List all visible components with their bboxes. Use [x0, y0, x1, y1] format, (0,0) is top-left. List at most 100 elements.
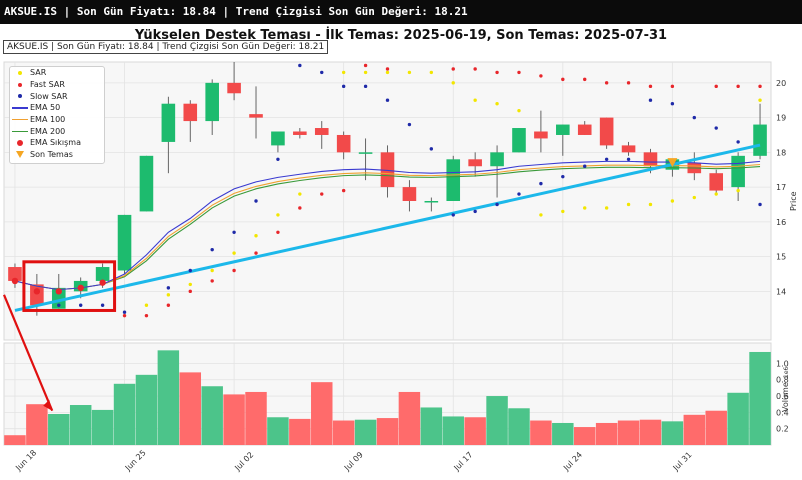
price-tick-label: 18 [776, 148, 786, 157]
sar-dot [539, 213, 543, 217]
volume-bar [639, 419, 662, 445]
volume-tick-label: 0.2 [776, 425, 789, 434]
volume-bar [135, 374, 158, 445]
price-tick-label: 14 [776, 287, 786, 296]
volume-tick-label: 1.0 [776, 359, 789, 368]
candle-body [446, 159, 461, 201]
sar-dot [276, 213, 280, 217]
legend-entry: EMA 100 [10, 114, 104, 126]
sar-dot [626, 202, 631, 207]
fast-sar-dot [495, 70, 499, 75]
slow-sar-dot [539, 181, 543, 186]
sar-dot [604, 206, 609, 210]
legend-symbol [10, 118, 30, 121]
volume-bar [26, 404, 48, 445]
fast-sar-dot [626, 81, 631, 85]
sar-dot [385, 70, 390, 75]
fast-sar-dot [583, 77, 587, 82]
fast-sar-dot [604, 81, 609, 85]
legend-symbol [10, 107, 30, 109]
top-status-text: AKSUE.IS | Son Gün Fiyatı: 18.84 | Trend… [4, 5, 468, 18]
slow-sar-dot [210, 247, 214, 252]
candle-body [534, 131, 548, 139]
candle-body [249, 114, 263, 118]
legend-entry: EMA 50 [10, 102, 104, 114]
candle-body [139, 155, 154, 212]
candle-body [402, 187, 417, 201]
volume-bar [464, 417, 486, 445]
volume-bar [617, 420, 640, 445]
fast-sar-dot [276, 230, 280, 234]
slow-sar-dot [648, 98, 653, 102]
volume-bar [530, 420, 552, 445]
slow-sar-dot [254, 199, 258, 203]
slow-sar-dot [758, 202, 762, 207]
fast-sar-dot [298, 206, 302, 210]
volume-bar [245, 391, 267, 445]
volume-tick-label: 0.6 [776, 392, 789, 401]
candle-body [293, 131, 307, 135]
trend-line [14, 143, 761, 312]
legend-entry: Slow SAR [10, 90, 104, 102]
ema100-line [14, 163, 761, 291]
fast-sar-dot [122, 313, 127, 318]
legend-entry: SAR [10, 67, 104, 79]
slow-sar-dot [583, 164, 587, 168]
price-panel-bg [3, 61, 772, 341]
x-tick-label: Jul 09 [342, 450, 365, 473]
price-tick-label: 20 [776, 79, 786, 88]
slow-sar-dot [298, 63, 302, 68]
sar-dot [583, 206, 587, 210]
ema-squeeze-marker [55, 288, 62, 295]
x-tick-label: Jul 24 [561, 450, 584, 473]
slow-sar-dot [188, 268, 192, 273]
legend-entry: EMA 200 [10, 125, 104, 137]
chart-title: Yükselen Destek Teması - İlk Temas: 2025… [134, 28, 668, 43]
fast-sar-dot [451, 67, 455, 71]
slow-sar-dot [166, 286, 171, 290]
sar-dot [736, 188, 740, 193]
fast-sar-dot [736, 84, 740, 89]
sar-dot [714, 192, 718, 196]
candle-body [205, 82, 219, 122]
price-tick-label: 16 [776, 218, 786, 227]
fast-sar-dot [363, 63, 368, 68]
fast-sar-dot [232, 268, 236, 273]
candle-body [161, 103, 176, 142]
sar-dot [495, 102, 499, 106]
annotation-arrow [2, 294, 54, 412]
fast-sar-dot [385, 67, 390, 71]
fast-sar-dot [254, 251, 258, 255]
sar-dot [254, 234, 258, 238]
fast-sar-dot [539, 74, 543, 78]
volume-bar [69, 405, 92, 445]
volume-bar [113, 383, 136, 445]
legend-symbol [10, 70, 30, 75]
volume-bar [289, 418, 311, 445]
volume-bar [705, 410, 727, 445]
candle-body [183, 103, 198, 122]
sar-dot [429, 70, 434, 75]
volume-bar [332, 420, 355, 445]
sar-dot [670, 199, 675, 203]
candle-body [336, 134, 351, 153]
sar-dot [648, 202, 653, 207]
volume-bar [508, 408, 530, 445]
legend-label: EMA 100 [30, 115, 66, 125]
legend-label: Son Temas [30, 150, 73, 160]
volume-bar [201, 386, 223, 445]
volume-bar [267, 417, 289, 445]
volume-bar [179, 372, 202, 445]
fast-sar-dot [517, 70, 521, 75]
volume-tick-label: 0.8 [776, 376, 789, 385]
fast-sar-dot [648, 84, 653, 89]
legend-label: Fast SAR [30, 80, 65, 90]
candle-body [51, 287, 66, 309]
slow-sar-dot [320, 70, 324, 75]
candle-body [30, 284, 44, 306]
legend-label: EMA Sıkışma [30, 138, 81, 148]
slow-sar-dot [670, 102, 675, 106]
legend-symbol [10, 82, 30, 87]
volume-bar [4, 435, 26, 445]
ema200-line [14, 166, 761, 291]
